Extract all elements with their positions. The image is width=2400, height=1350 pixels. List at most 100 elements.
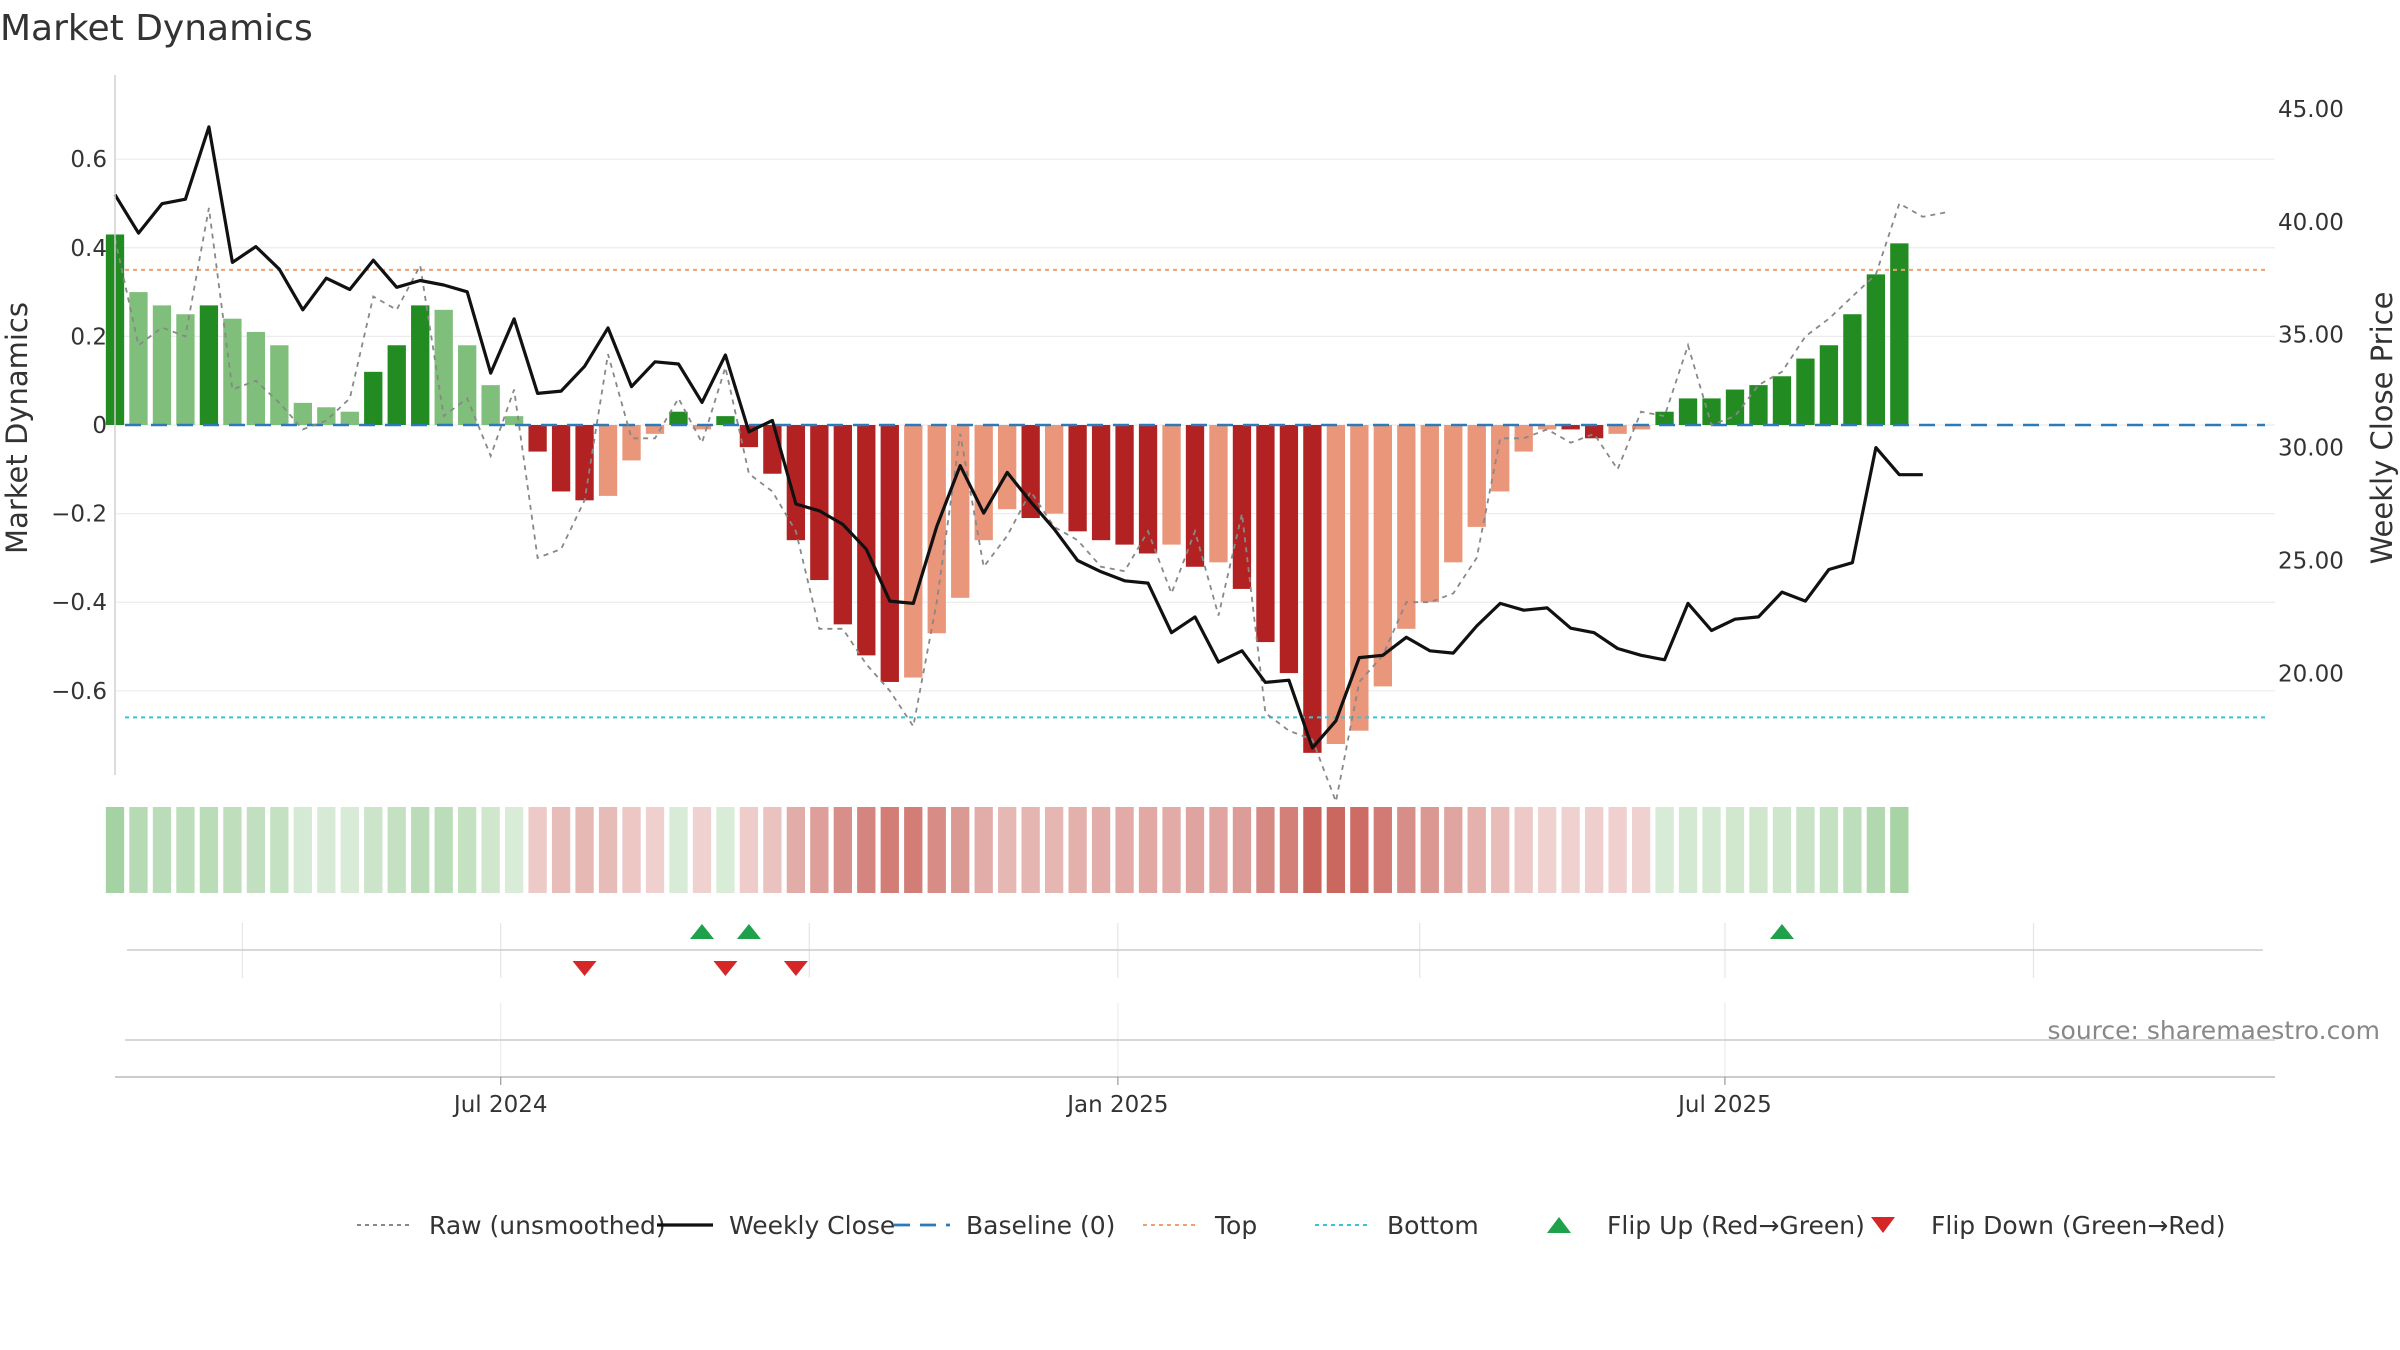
- heat-cell: [622, 807, 641, 893]
- bar: [364, 371, 383, 425]
- heat-cell: [1091, 807, 1111, 893]
- bar: [1138, 425, 1158, 554]
- legend-item: Flip Down (Green→Red): [1871, 1211, 2226, 1240]
- bar: [458, 345, 477, 425]
- bar: [1866, 274, 1886, 425]
- bar: [716, 416, 735, 425]
- heat-cell: [1467, 807, 1486, 893]
- heat-cell: [1138, 807, 1158, 893]
- heat-cell: [880, 807, 899, 893]
- heat-cell: [1725, 807, 1745, 893]
- bottom-panel: [115, 1003, 2275, 1078]
- y-tick-label: 0.6: [70, 147, 107, 173]
- heat-cell: [1890, 807, 1909, 893]
- bar: [1796, 358, 1815, 425]
- y-tick-label: −0.2: [51, 502, 107, 528]
- heat-cell: [1232, 807, 1252, 893]
- bar: [1655, 411, 1674, 425]
- bar: [1232, 425, 1252, 589]
- bar: [1678, 398, 1698, 425]
- bar: [293, 402, 312, 425]
- heat-cell: [1819, 807, 1839, 893]
- heat-cell: [1256, 807, 1275, 893]
- heat-cell: [716, 807, 735, 893]
- y2-tick-label: 40.00: [2278, 210, 2344, 236]
- bar: [857, 425, 876, 656]
- legend-item: Bottom: [1315, 1211, 1479, 1240]
- bar: [176, 314, 195, 425]
- bar: [1279, 425, 1299, 674]
- heat-cell: [927, 807, 946, 893]
- heat-cell: [692, 807, 712, 893]
- chart-title: Market Dynamics: [0, 8, 313, 49]
- bar: [411, 305, 430, 425]
- heat-cell: [1655, 807, 1674, 893]
- heat-cell: [1702, 807, 1721, 893]
- bar: [1326, 425, 1346, 744]
- legend-swatch-triangle-down: [1871, 1217, 1895, 1233]
- heat-cell: [598, 807, 618, 893]
- heat-cell: [387, 807, 406, 893]
- bar: [1749, 385, 1768, 425]
- bar: [1397, 425, 1416, 629]
- y2-tick-label: 20.00: [2278, 661, 2344, 687]
- y2-tick-label: 45.00: [2278, 97, 2344, 123]
- heat-cell: [129, 807, 148, 893]
- x-tick-label: Jan 2025: [1065, 1092, 1168, 1118]
- heat-cell: [1021, 807, 1040, 893]
- bar: [763, 425, 782, 474]
- heat-cell: [786, 807, 806, 893]
- bar: [880, 425, 899, 682]
- heat-cell: [1866, 807, 1886, 893]
- bar: [1631, 425, 1651, 430]
- bar: [1444, 425, 1463, 563]
- bar: [1162, 425, 1181, 545]
- flip-markers-panel: [127, 923, 2263, 978]
- bar: [810, 425, 829, 581]
- flip-down-marker: [572, 961, 597, 976]
- bar: [622, 425, 641, 461]
- heat-cell: [176, 807, 195, 893]
- heat-cell: [434, 807, 453, 893]
- heat-cell: [1561, 807, 1580, 893]
- bar: [1608, 425, 1627, 434]
- legend-label: Bottom: [1387, 1211, 1479, 1240]
- heat-cell: [763, 807, 782, 893]
- heat-cell: [575, 807, 594, 893]
- heat-cell: [1068, 807, 1087, 893]
- legend-label: Top: [1214, 1211, 1257, 1240]
- bar: [1185, 425, 1205, 567]
- legend-item: Baseline (0): [894, 1211, 1115, 1240]
- bar: [340, 411, 359, 425]
- bar: [1725, 389, 1745, 425]
- bar: [1303, 425, 1322, 753]
- heat-cell: [645, 807, 665, 893]
- flip-down-marker: [713, 961, 738, 976]
- heat-cell: [1678, 807, 1698, 893]
- heat-cell: [1044, 807, 1064, 893]
- heat-cell: [669, 807, 688, 893]
- heat-cell: [998, 807, 1017, 893]
- axes: 0.6 0.4 0.2 0 −0.2 −0.4 −0.6 45.00 40.00 35.00 30.…: [51, 75, 2344, 775]
- heat-cell: [1843, 807, 1862, 893]
- heat-cell: [411, 807, 430, 893]
- y-tick-label: 0.2: [70, 324, 107, 350]
- legend-swatch-triangle-up: [1547, 1217, 1571, 1233]
- legend-item: Weekly Close: [657, 1211, 895, 1240]
- bar: [551, 425, 571, 492]
- heat-cell: [857, 807, 876, 893]
- heat-cell: [1420, 807, 1439, 893]
- heat-cell: [739, 807, 759, 893]
- y-tick-label: 0.4: [70, 236, 107, 262]
- bar: [692, 425, 712, 430]
- bar: [152, 305, 172, 425]
- heat-cell: [105, 807, 125, 893]
- bar: [387, 345, 406, 425]
- bar: [998, 425, 1017, 510]
- flip-up-marker: [689, 924, 714, 939]
- bar: [1044, 425, 1064, 514]
- bar: [1467, 425, 1486, 527]
- heat-cell: [1772, 807, 1792, 893]
- heat-cell: [974, 807, 993, 893]
- heat-cell: [1326, 807, 1346, 893]
